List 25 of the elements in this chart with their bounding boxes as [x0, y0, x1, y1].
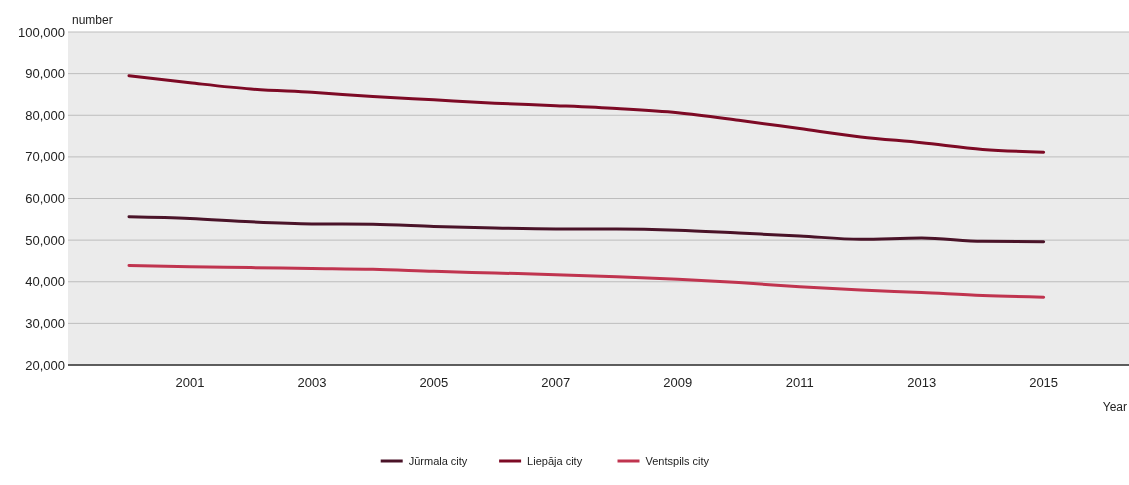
x-tick-label: 2011: [785, 375, 814, 390]
line-series: [127, 215, 1046, 244]
legend-label: Ventspils city: [645, 454, 710, 467]
y-tick-label: 40,000: [25, 274, 65, 290]
line-series: [127, 264, 1046, 299]
y-tick-label: 70,000: [25, 149, 65, 165]
legend-label: Liepāja city: [527, 454, 583, 467]
x-tick-label: 2005: [419, 375, 449, 390]
line-series: [127, 74, 1046, 154]
x-tick-label: 2001: [175, 375, 205, 390]
y-tick-label: 100,000: [18, 24, 65, 40]
y-tick-label: 90,000: [25, 66, 65, 82]
y-tick-label: 60,000: [25, 191, 65, 207]
y-tick-label: 80,000: [25, 107, 65, 123]
x-tick-label: 2007: [541, 375, 571, 390]
y-tick-label: 50,000: [25, 232, 65, 248]
x-tick-label: 2003: [297, 375, 327, 390]
x-tick-label: 2015: [1029, 375, 1059, 390]
x-tick-label: 2013: [907, 375, 937, 390]
legend-label: Jūrmala city: [408, 454, 468, 467]
y-tick-label: 30,000: [25, 315, 65, 331]
y-axis-title: number: [72, 13, 113, 27]
x-tick-label: 2009: [663, 375, 693, 390]
y-tick-label: 20,000: [25, 357, 65, 373]
x-axis-title: Year: [1102, 400, 1127, 414]
